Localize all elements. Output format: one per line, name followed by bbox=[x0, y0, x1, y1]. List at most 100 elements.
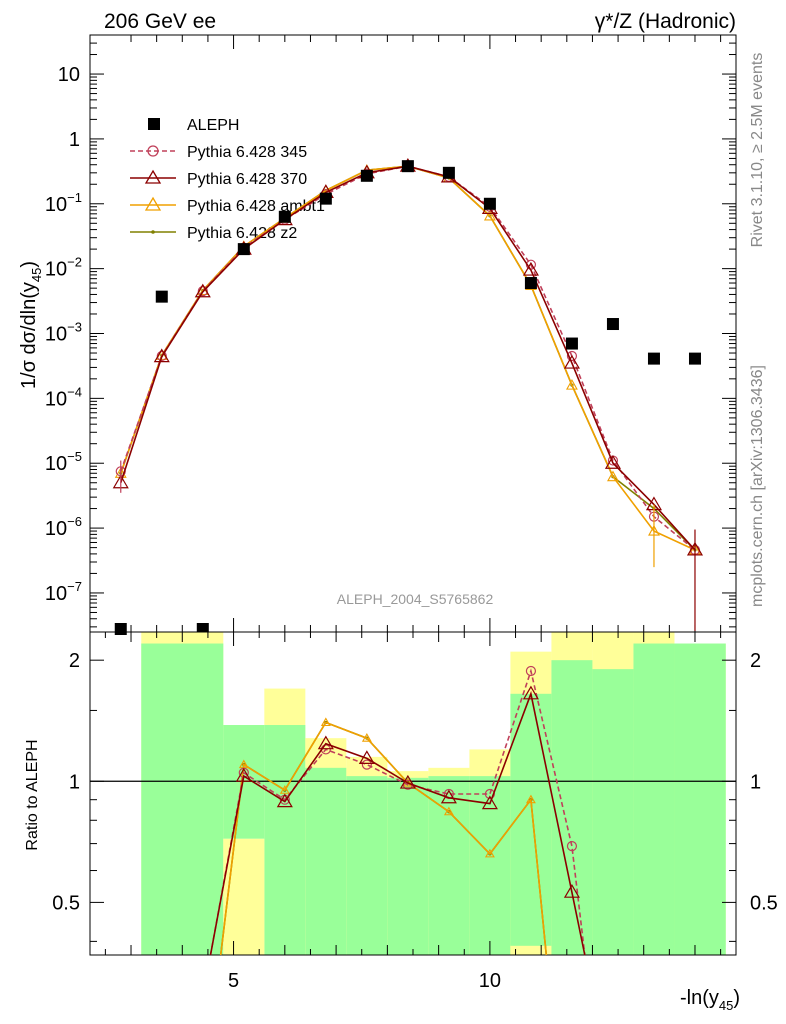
ratio-series-line bbox=[209, 668, 586, 956]
series-point bbox=[604, 455, 621, 469]
uncertainty-band-green bbox=[469, 776, 511, 955]
xlabel: -ln(y45) bbox=[680, 987, 740, 1013]
ratio-series-point bbox=[525, 794, 536, 804]
header-right-title: γ*/Z (Hadronic) bbox=[595, 10, 736, 33]
xlabel-main: -ln(y bbox=[680, 987, 719, 1009]
data-point bbox=[319, 192, 332, 205]
ratio-series-point bbox=[484, 848, 495, 858]
ratio-series-point bbox=[484, 788, 496, 800]
main-ylabel-group: 1/σ dσ/dln(y45) bbox=[18, 261, 44, 389]
ratio-series-point bbox=[235, 767, 252, 782]
uncertainty-band-yellow bbox=[223, 838, 265, 955]
uncertainty-band-green bbox=[346, 776, 388, 955]
main-ylabel-main: 1/σ dσ/dln(y bbox=[18, 282, 40, 389]
series-point bbox=[566, 350, 578, 362]
ratio-series-point bbox=[276, 793, 293, 808]
ratio-y-tick-label: 1 bbox=[69, 771, 80, 793]
ratio-series-point bbox=[566, 841, 578, 852]
ratio-series-point bbox=[279, 785, 290, 794]
ratio-series-line bbox=[209, 690, 586, 956]
legend-marker bbox=[148, 118, 160, 130]
ratio-series-line bbox=[219, 721, 548, 956]
series-point bbox=[194, 283, 211, 298]
legend-marker bbox=[147, 145, 159, 157]
ratio-series-point bbox=[361, 733, 372, 742]
legend-marker bbox=[144, 169, 162, 184]
data-point bbox=[155, 290, 168, 303]
uncertainty-band-green bbox=[141, 643, 224, 955]
legend-label: ALEPH bbox=[187, 117, 239, 134]
uncertainty-band-green bbox=[674, 643, 726, 955]
ratio-y-tick-label: 2 bbox=[69, 650, 80, 672]
series-line bbox=[120, 165, 696, 551]
ratio-y-tick-label: 0.5 bbox=[52, 892, 80, 914]
ratio-y-tick-label-right: 0.5 bbox=[750, 892, 778, 914]
legend-marker bbox=[144, 196, 162, 211]
ratio-series-point bbox=[525, 665, 537, 677]
y-tick-label: 10−7 bbox=[45, 579, 82, 605]
main-ylabel-close: ) bbox=[18, 261, 40, 268]
ratio-series-point bbox=[443, 806, 454, 816]
legend-label: Pythia 6.428 345 bbox=[187, 144, 307, 161]
ratio-series-point bbox=[361, 759, 372, 770]
xlabel-sub: 45 bbox=[719, 998, 733, 1013]
uncertainty-band-green bbox=[633, 643, 675, 955]
ratio-series-point bbox=[440, 789, 457, 804]
legend-marker bbox=[151, 230, 155, 234]
data-point bbox=[647, 352, 660, 365]
data-point bbox=[278, 210, 291, 223]
y-tick-label: 10−1 bbox=[45, 190, 82, 216]
y-tick-label: 10−3 bbox=[45, 320, 82, 346]
ratio-series-point bbox=[358, 750, 375, 764]
uncertainty-band-green bbox=[592, 669, 634, 955]
data-point bbox=[688, 352, 701, 365]
y-tick-label: 10−6 bbox=[45, 514, 82, 540]
ratio-y-tick-label-right: 2 bbox=[750, 650, 761, 672]
ratio-ylabel: Ratio to ALEPH bbox=[24, 739, 41, 850]
legend-label: Pythia 6.428 ambt1 bbox=[187, 198, 325, 215]
header-left-title: 206 GeV ee bbox=[104, 10, 216, 33]
side-label-top: Rivet 3.1.10, ≥ 2.5M events bbox=[749, 53, 766, 248]
series-point bbox=[566, 378, 578, 390]
ratio-panel: 0.5 0.5 1 1 2 2 5 10 bbox=[52, 631, 778, 992]
data-point bbox=[114, 623, 127, 635]
data-point bbox=[237, 243, 250, 256]
uncertainty-band-green bbox=[264, 725, 306, 955]
main-panel: 10 1 10−1 10−2 10−3 10−4 10−5 10−6 10−7 ALEPH Pyth… bbox=[45, 34, 737, 635]
series-line bbox=[120, 165, 696, 551]
ratio-series-point bbox=[563, 884, 580, 898]
series-point bbox=[607, 470, 619, 482]
data-point bbox=[565, 337, 578, 350]
series-line bbox=[120, 165, 696, 551]
watermark: ALEPH_2004_S5765862 bbox=[337, 591, 494, 607]
y-tick-label: 10−4 bbox=[45, 384, 82, 410]
y-tick-label: 10−2 bbox=[45, 255, 82, 281]
series-point bbox=[563, 354, 580, 369]
uncertainty-band-green bbox=[305, 767, 347, 955]
ratio-series-point bbox=[399, 774, 416, 789]
series-point bbox=[197, 286, 208, 297]
series-point bbox=[522, 261, 539, 276]
uncertainty-band-green bbox=[551, 660, 593, 955]
y-tick-label: 10−5 bbox=[45, 449, 82, 475]
series-point bbox=[156, 350, 167, 362]
ratio-series-point bbox=[317, 735, 334, 750]
side-label-bottom: mcplots.cern.ch [arXiv:1306.3436] bbox=[749, 365, 766, 607]
uncertainty-band-green bbox=[428, 776, 470, 955]
series-point bbox=[483, 209, 496, 221]
data-point bbox=[442, 166, 455, 179]
side-label-top-group: Rivet 3.1.10, ≥ 2.5M events bbox=[749, 53, 766, 248]
series-line bbox=[120, 165, 696, 551]
xlabel-close: ) bbox=[733, 987, 740, 1009]
y-tick-label: 10 bbox=[58, 64, 80, 86]
uncertainty-band-green bbox=[510, 693, 552, 955]
uncertainty-band-yellow bbox=[510, 945, 552, 955]
ratio-ylabel-group: Ratio to ALEPH bbox=[24, 739, 41, 850]
ratio-series-point bbox=[522, 685, 539, 700]
series-point bbox=[153, 348, 170, 363]
uncertainty-band-green bbox=[387, 777, 429, 955]
ratio-y-tick-label-right: 1 bbox=[750, 771, 761, 793]
data-point bbox=[483, 197, 496, 210]
ratio-series-point bbox=[320, 717, 331, 727]
